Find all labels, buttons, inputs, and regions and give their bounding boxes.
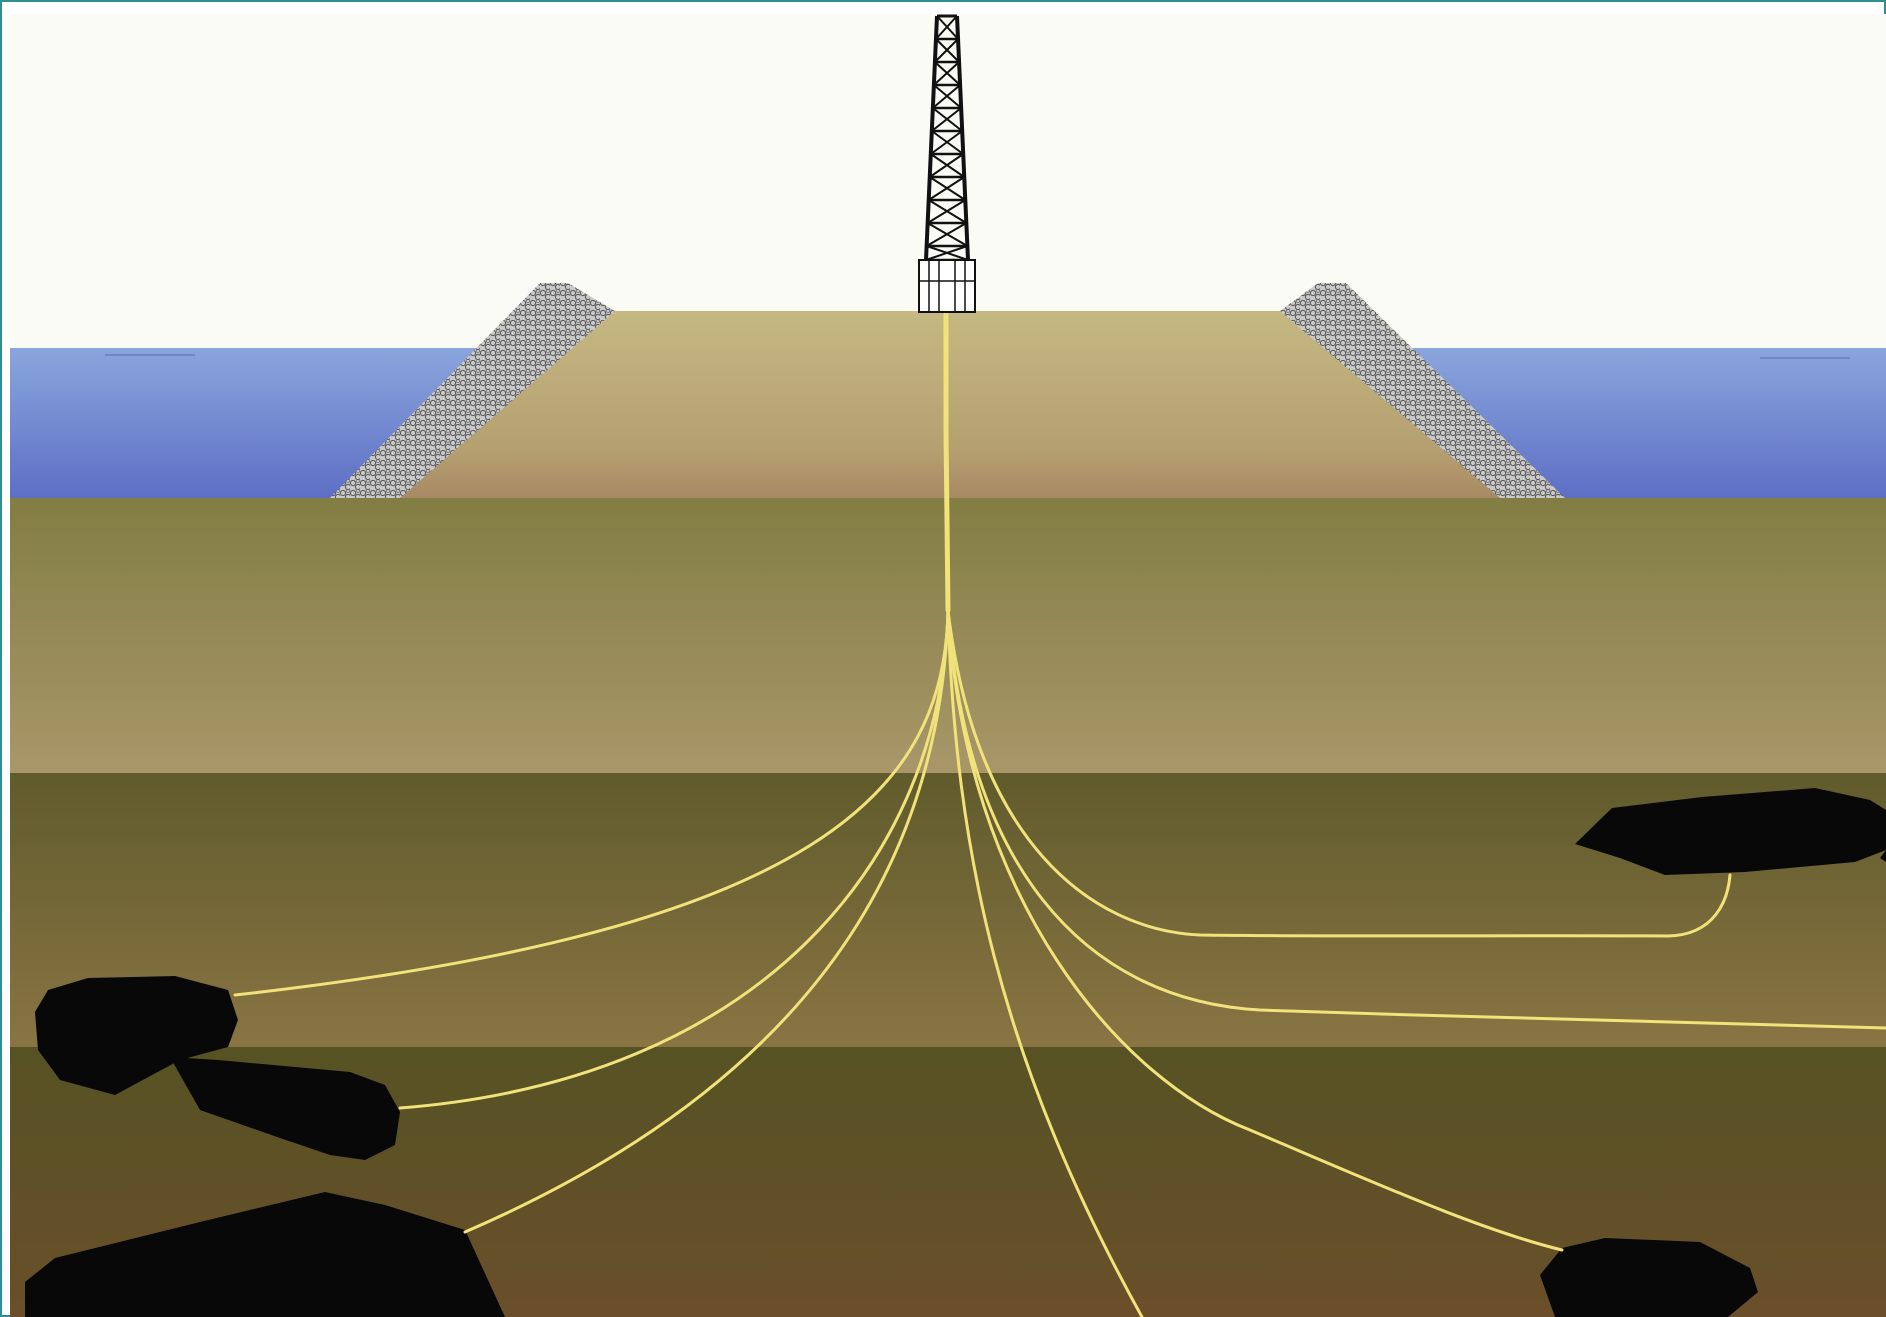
derrick-substructure — [918, 259, 976, 313]
wellbore-to-right-edge — [946, 608, 1886, 1030]
wellbore-to-left-deep — [463, 608, 950, 1234]
derrick-brace — [934, 38, 959, 63]
derrick-brace — [930, 130, 963, 155]
derrick-brace — [928, 176, 965, 201]
wellbore-to-right-deep — [946, 608, 1564, 1252]
reservoir-right-edge — [1880, 850, 1886, 862]
wellbore-to-left-upper — [233, 608, 950, 997]
rock-armor-right — [1280, 283, 1565, 498]
derrick-brace — [931, 107, 962, 132]
wellbore-vertical-section — [943, 308, 951, 613]
derrick-brace — [925, 245, 968, 261]
derrick-brace — [926, 222, 967, 247]
rock-armor-left — [330, 283, 615, 498]
derrick-brace — [933, 61, 960, 86]
reservoir-left-upper — [35, 976, 238, 1095]
derrick-leg-right — [955, 15, 970, 261]
drilling-derrick — [918, 14, 976, 313]
derrick-brace — [932, 84, 961, 109]
derrick-brace — [929, 153, 964, 178]
stratum-layer-2 — [10, 773, 1886, 1048]
derrick-brace — [935, 15, 958, 40]
artificial-island — [400, 311, 1500, 498]
wellbore-to-left-middle — [398, 608, 950, 1110]
reservoir-left-middle — [170, 1057, 400, 1160]
derrick-brace — [927, 199, 966, 224]
derrick-leg-left — [924, 15, 939, 261]
reservoir-right-upper — [1575, 788, 1886, 875]
wellbore-deep-center — [946, 608, 1144, 1317]
reservoir-left-deep — [25, 1192, 505, 1317]
wellbores — [233, 308, 1886, 1317]
reservoirs — [25, 788, 1886, 1317]
reservoir-right-deep — [1540, 1238, 1758, 1317]
wellbore-to-right-upper — [946, 608, 1732, 938]
